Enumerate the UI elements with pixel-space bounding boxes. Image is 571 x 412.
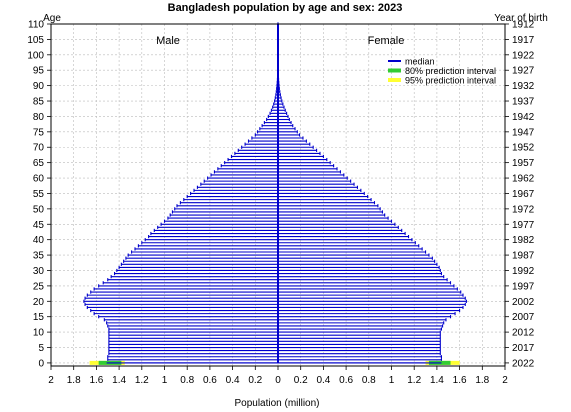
birth-year-tick-label: 2007 (512, 312, 535, 323)
age-tick-label: 10 (33, 328, 45, 339)
y-axis-label-age: Age (43, 13, 61, 24)
x-tick-label: 1.2 (135, 375, 149, 386)
birth-year-tick-label: 1957 (512, 158, 535, 169)
age-tick-label: 25 (33, 281, 45, 292)
x-tick-label: 2 (502, 375, 508, 386)
birth-year-tick-label: 1927 (512, 66, 535, 77)
birth-year-tick-label: 1937 (512, 97, 535, 108)
age-tick-label: 100 (27, 50, 44, 61)
x-tick-label: 1.8 (475, 375, 489, 386)
x-tick-label: 0.8 (362, 375, 376, 386)
age-tick-label: 55 (33, 189, 45, 200)
birth-year-tick-label: 1992 (512, 266, 535, 277)
birth-year-tick-label: 1942 (512, 112, 535, 123)
age-tick-label: 0 (38, 358, 44, 369)
x-tick-label: 0.8 (180, 375, 194, 386)
axis-ticks: 2 1.8 1.6 1.4 1.2 1 0.8 0.6 0.4 0.2 0 0.2 0.4 0.6 0.8 1… (27, 20, 534, 387)
age-tick-label: 45 (33, 220, 45, 231)
age-tick-label: 75 (33, 127, 45, 138)
birth-year-tick-label: 1962 (512, 174, 535, 185)
birth-year-tick-label: 1947 (512, 127, 535, 138)
population-bars (83, 22, 467, 365)
x-tick-label: 0.4 (316, 375, 330, 386)
x-tick-label: 0.6 (339, 375, 353, 386)
age-tick-label: 70 (33, 143, 45, 154)
birth-year-tick-label: 1952 (512, 143, 535, 154)
birth-year-tick-label: 2012 (512, 328, 535, 339)
age-tick-label: 85 (33, 97, 45, 108)
x-tick-label: 2 (48, 375, 54, 386)
x-tick-label: 1.2 (407, 375, 421, 386)
age-tick-label: 20 (33, 297, 45, 308)
x-axis-label: Population (million) (234, 398, 319, 409)
birth-year-tick-label: 2017 (512, 343, 535, 354)
birth-year-tick-label: 1967 (512, 189, 535, 200)
age-tick-label: 80 (33, 112, 45, 123)
legend-label: median (405, 57, 435, 67)
legend-label: 80% prediction interval (405, 66, 496, 76)
age-tick-label: 15 (33, 312, 45, 323)
y-axis-label-year-of-birth: Year of birth (494, 13, 548, 24)
birth-year-tick-label: 1932 (512, 81, 535, 92)
birth-year-tick-label: 1972 (512, 204, 535, 215)
birth-year-tick-label: 2002 (512, 297, 535, 308)
female-panel-label: Female (368, 35, 405, 47)
x-tick-label: 0.2 (294, 375, 308, 386)
age-tick-label: 50 (33, 204, 45, 215)
x-tick-label: 1.4 (430, 375, 444, 386)
x-tick-label: 1.6 (89, 375, 103, 386)
birth-year-tick-label: 1917 (512, 35, 535, 46)
x-tick-label: 1 (162, 375, 168, 386)
x-tick-label: 0.6 (203, 375, 217, 386)
birth-year-tick-label: 1987 (512, 251, 535, 262)
x-tick-label: 1.8 (67, 375, 81, 386)
birth-year-tick-label: 2022 (512, 358, 535, 369)
age-tick-label: 110 (28, 20, 44, 31)
legend-label: 95% prediction interval (405, 76, 496, 86)
age-tick-label: 105 (27, 35, 44, 46)
x-tick-label: 0.4 (226, 375, 240, 386)
x-tick-label: 0 (275, 375, 281, 386)
x-tick-label: 1 (389, 375, 395, 386)
age-tick-label: 35 (33, 251, 45, 262)
birth-year-tick-label: 1977 (512, 220, 535, 231)
age-tick-label: 30 (33, 266, 45, 277)
x-tick-label: 0.2 (248, 375, 262, 386)
age-tick-label: 5 (38, 343, 44, 354)
male-panel-label: Male (156, 35, 180, 47)
age-tick-label: 95 (33, 66, 45, 77)
age-tick-label: 90 (33, 81, 45, 92)
x-tick-label: 1.6 (453, 375, 467, 386)
birth-year-tick-label: 1982 (512, 235, 535, 246)
birth-year-tick-label: 1922 (512, 50, 535, 61)
age-tick-label: 65 (33, 158, 45, 169)
birth-year-tick-label: 1912 (512, 20, 535, 31)
age-tick-label: 40 (33, 235, 45, 246)
age-tick-label: 60 (33, 174, 45, 185)
chart-title: Bangladesh population by age and sex: 20… (168, 2, 403, 14)
x-tick-label: 1.4 (112, 375, 126, 386)
birth-year-tick-label: 1997 (512, 281, 535, 292)
